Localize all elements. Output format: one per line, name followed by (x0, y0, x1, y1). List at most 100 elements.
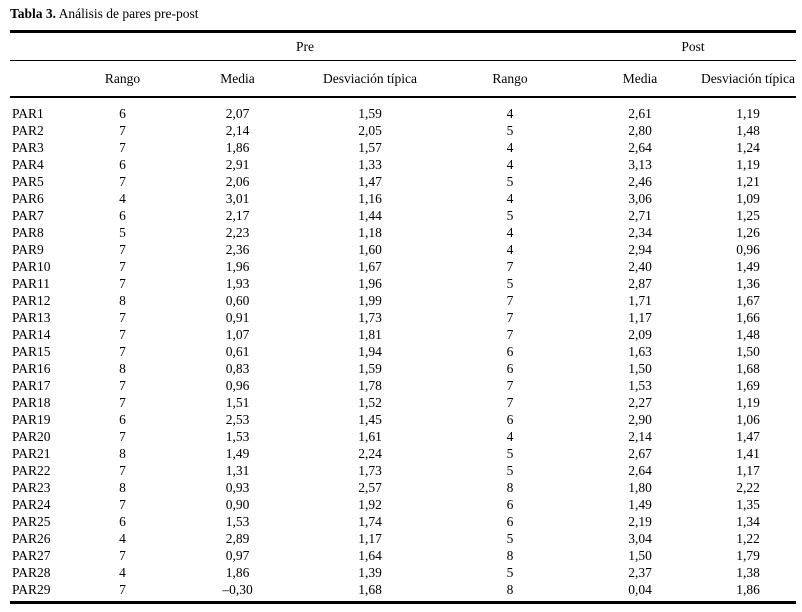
table-row: PAR9 7 2,36 1,60 4 2,94 0,96 (10, 241, 796, 258)
value-cell: 4 (506, 157, 514, 172)
column-header-post-rango: Rango (440, 60, 580, 98)
value-cell: 0,04 (628, 582, 652, 597)
value-cell: 1,93 (225, 276, 250, 291)
value-cell: 6 (506, 412, 514, 427)
value-cell: 7 (119, 344, 126, 359)
table-row: PAR7 6 2,17 1,44 5 2,71 1,25 (10, 207, 796, 224)
value-cell: 1,41 (736, 446, 760, 461)
value-cell: 8 (119, 480, 126, 495)
value-cell: 7 (506, 293, 514, 308)
row-label: PAR6 (12, 191, 44, 206)
value-cell: 7 (119, 582, 126, 597)
value-cell: 4 (506, 140, 514, 155)
value-cell: 4 (506, 191, 514, 206)
value-cell: 2,87 (628, 276, 652, 291)
group-pre-label: Pre (296, 38, 314, 54)
value-cell: 1,69 (736, 378, 760, 393)
table-row: PAR19 6 2,53 1,45 6 2,90 1,06 (10, 411, 796, 428)
value-cell: 1,86 (225, 565, 250, 580)
row-label: PAR9 (12, 242, 44, 257)
value-cell: 6 (506, 514, 514, 529)
value-cell: 4 (506, 106, 514, 121)
value-cell: 1,17 (628, 310, 652, 325)
value-cell: 8 (119, 361, 126, 376)
group-header-pre: Pre (70, 31, 440, 61)
value-cell: 2,19 (628, 514, 652, 529)
value-cell: 2,91 (225, 157, 250, 172)
value-cell: 1,96 (225, 259, 250, 274)
value-cell: 1,66 (736, 310, 760, 325)
value-cell: 1,52 (358, 395, 382, 410)
value-cell: 5 (506, 446, 514, 461)
column-header-post-media: Media (580, 60, 700, 98)
value-cell: 2,61 (628, 106, 652, 121)
value-cell: 2,24 (358, 446, 382, 461)
value-cell: 1,71 (628, 293, 652, 308)
value-cell: 7 (119, 497, 126, 512)
value-cell: 7 (119, 378, 126, 393)
value-cell: 2,90 (628, 412, 652, 427)
column-header-post-desviacion: Desviación típica (700, 60, 797, 98)
row-label: PAR24 (12, 497, 51, 512)
value-cell: 0,61 (225, 344, 250, 359)
value-cell: 1,38 (736, 565, 760, 580)
table-row: PAR1 6 2,07 1,59 4 2,61 1,19 (10, 97, 796, 122)
value-cell: 1,61 (358, 429, 382, 444)
value-cell: 1,25 (736, 208, 760, 223)
value-cell: 1,50 (736, 344, 760, 359)
value-cell: 1,19 (736, 106, 760, 121)
row-label: PAR3 (12, 140, 44, 155)
value-cell: 1,47 (736, 429, 760, 444)
value-cell: 1,86 (736, 582, 760, 597)
value-cell: 0,90 (225, 497, 250, 512)
table-row: PAR20 7 1,53 1,61 4 2,14 1,47 (10, 428, 796, 445)
value-cell: 2,34 (628, 225, 652, 240)
table-row: PAR4 6 2,91 1,33 4 3,13 1,19 (10, 156, 796, 173)
value-cell: 1,73 (358, 310, 382, 325)
value-cell: 2,71 (628, 208, 652, 223)
value-cell: 7 (119, 174, 126, 189)
table-row: PAR11 7 1,93 1,96 5 2,87 1,36 (10, 275, 796, 292)
value-cell: 1,17 (736, 463, 760, 478)
value-cell: 0,93 (225, 480, 250, 495)
value-cell: 1,34 (736, 514, 760, 529)
value-cell: 1,96 (358, 276, 382, 291)
value-cell: 2,57 (358, 480, 382, 495)
value-cell: 7 (119, 123, 126, 138)
table-caption-label: Tabla 3. (10, 6, 57, 21)
value-cell: 2,14 (628, 429, 652, 444)
value-cell: 2,14 (225, 123, 250, 138)
value-cell: 2,36 (225, 242, 250, 257)
value-cell: 1,35 (736, 497, 760, 512)
value-cell: 1,49 (736, 259, 760, 274)
value-cell: 1,73 (358, 463, 382, 478)
column-header-pre-desviacion: Desviación típica (300, 60, 440, 98)
value-cell: 1,50 (628, 361, 652, 376)
table-row: PAR16 8 0,83 1,59 6 1,50 1,68 (10, 360, 796, 377)
value-cell: 8 (119, 293, 126, 308)
row-label: PAR2 (12, 123, 44, 138)
table-row: PAR18 7 1,51 1,52 7 2,27 1,19 (10, 394, 796, 411)
row-label: PAR19 (12, 412, 51, 427)
value-cell: 1,92 (358, 497, 382, 512)
value-cell: 2,06 (225, 174, 250, 189)
table-row: PAR29 7 –0,30 1,68 8 0,04 1,86 (10, 581, 796, 603)
value-cell: 0,60 (225, 293, 250, 308)
value-cell: 1,09 (736, 191, 760, 206)
value-cell: 1,67 (736, 293, 760, 308)
value-cell: 1,79 (736, 548, 760, 563)
table-row: PAR17 7 0,96 1,78 7 1,53 1,69 (10, 377, 796, 394)
value-cell: 1,78 (358, 378, 382, 393)
value-cell: 6 (506, 497, 514, 512)
row-label: PAR15 (12, 344, 51, 359)
value-cell: 1,48 (736, 123, 760, 138)
row-label: PAR23 (12, 480, 51, 495)
value-cell: 6 (119, 106, 126, 121)
column-header-pre-rango: Rango (70, 60, 175, 98)
value-cell: 1,86 (225, 140, 250, 155)
group-header-row: Pre Post (10, 31, 797, 61)
value-cell: 1,36 (736, 276, 760, 291)
value-cell: 1,99 (358, 293, 382, 308)
value-cell: 5 (506, 531, 514, 546)
value-cell: 7 (119, 327, 126, 342)
